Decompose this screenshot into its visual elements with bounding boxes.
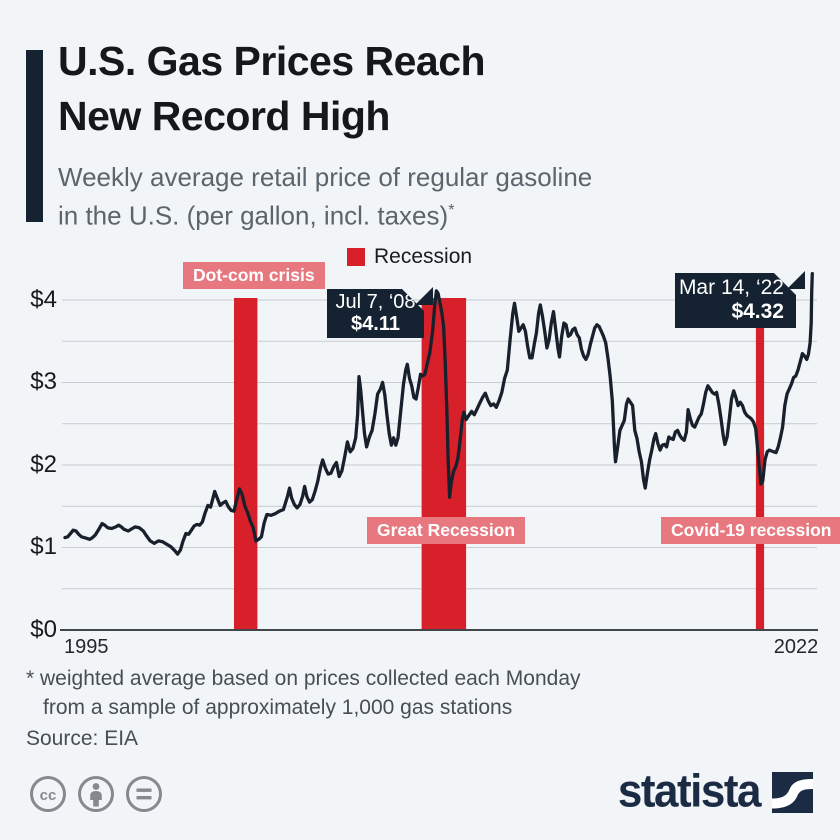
y-tick-3: $3 <box>30 368 57 395</box>
statista-brand: statista <box>617 765 813 818</box>
covid-recession-label: Covid-19 recession <box>661 517 840 544</box>
peak-2022-date: Mar 14, ‘22 <box>678 276 784 299</box>
peak-2008-date: Jul 7, ‘08 <box>335 291 416 313</box>
y-tick-0: $0 <box>30 616 57 643</box>
y-tick-1: $1 <box>30 533 57 560</box>
title-line-2: New Record High <box>58 93 390 139</box>
peak-2022-callout: Mar 14, ‘22 $4.32 <box>675 273 796 328</box>
footnote-line-2: from a sample of approximately 1,000 gas… <box>43 696 513 719</box>
dotcom-crisis-label: Dot-com crisis <box>183 262 325 289</box>
creative-commons-icon: cc <box>30 776 66 812</box>
legend: Recession <box>347 245 472 269</box>
great-recession-label: Great Recession <box>367 517 526 544</box>
subtitle-line-2: in the U.S. (per gallon, incl. taxes)* <box>58 200 455 231</box>
footnote-marker: * <box>448 202 455 219</box>
equals-icon <box>126 776 162 812</box>
footnote-line-1: * weighted average based on prices colle… <box>26 667 581 690</box>
chart-subtitle: Weekly average retail price of regular g… <box>58 160 592 233</box>
license-icons: cc <box>28 774 164 814</box>
page-title: U.S. Gas Prices Reach New Record High <box>58 34 486 144</box>
attribution-icon <box>78 776 114 812</box>
peak-2008-value: $4.11 <box>351 313 400 335</box>
title-line-1: U.S. Gas Prices Reach <box>58 38 486 84</box>
x-tick-1995: 1995 <box>64 636 109 658</box>
recession-swatch-icon <box>347 248 365 266</box>
peak-2022-value: $4.32 <box>731 300 784 323</box>
x-tick-2022: 2022 <box>773 636 819 658</box>
y-tick-2: $2 <box>30 451 57 478</box>
subtitle-line-1: Weekly average retail price of regular g… <box>58 162 593 192</box>
statista-wordmark: statista <box>617 765 762 818</box>
svg-text:cc: cc <box>40 787 57 804</box>
price-line <box>63 271 814 556</box>
title-accent-bar <box>26 50 43 222</box>
peak-2008-callout: Jul 7, ‘08 $4.11 <box>327 289 424 338</box>
recession-bar <box>234 298 258 630</box>
peak-2008-pointer-icon <box>415 287 433 305</box>
legend-label: Recession <box>374 245 473 268</box>
peak-2022-pointer-icon <box>787 271 805 289</box>
statista-logo-icon <box>772 771 813 813</box>
footnote: * weighted average based on prices colle… <box>26 664 581 722</box>
y-tick-4: $4 <box>30 286 57 313</box>
source-label: Source: EIA <box>26 727 139 750</box>
